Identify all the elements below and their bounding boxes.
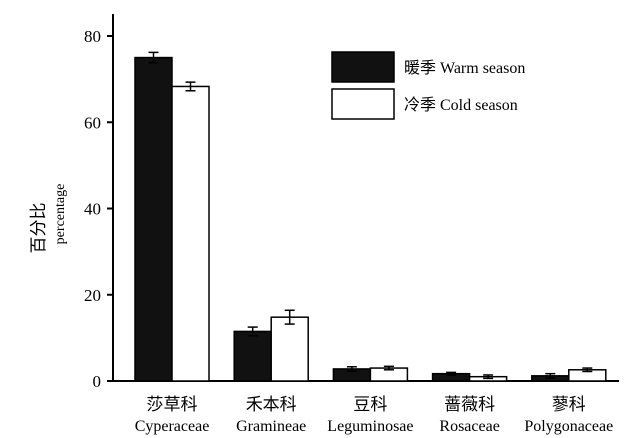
x-tick-label-cn: 蓼科 [552,395,586,414]
x-tick-label-cn: 禾本科 [246,395,297,414]
x-tick-label-cn: 豆科 [353,395,387,414]
legend-label-cold: 冷季 Cold season [404,96,518,114]
x-tick-label-en: Rosaceae [439,418,499,435]
bar-warm-season [233,330,272,382]
legend: 暖季 Warm season 冷季 Cold season [331,51,525,120]
legend-swatch-warm [331,51,395,83]
y-tick-label: 40 [84,200,101,219]
x-tick-label-cn: 蔷薇科 [444,395,495,414]
y-axis-label: 百分比 percentage [29,184,68,254]
legend-swatch-cold [331,88,395,120]
x-axis-labels: 莎草科 Cyperaceae 禾本科 Gramineae 豆科 Leguminosae 蔷薇… [135,395,614,435]
y-tick-label: 60 [84,113,101,132]
x-tick-label-en: Polygonaceae [524,418,613,435]
y-axis-label-en: percentage [53,184,68,245]
x-tick-label-en: Leguminosae [327,418,413,435]
y-tick-label: 80 [84,27,101,46]
bar-warm-season [134,56,173,382]
y-tick-label: 0 [93,372,102,391]
bars [134,51,607,382]
x-tick-label-en: Cyperaceae [135,418,210,435]
bar-cold-season [270,316,309,382]
x-tick-label-en: Gramineae [236,418,306,435]
legend-label-warm: 暖季 Warm season [404,59,525,77]
x-tick-label-cn: 莎草科 [147,395,198,414]
y-tick-label: 20 [84,286,101,305]
bar-cold-season [171,85,210,382]
y-axis-label-cn: 百分比 [29,203,48,254]
